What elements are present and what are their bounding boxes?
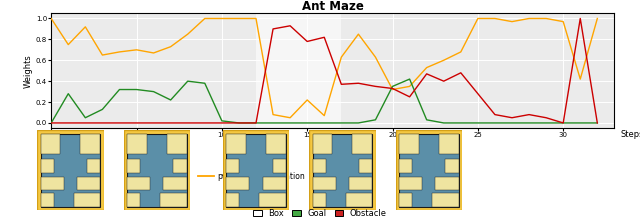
Bar [312,177,336,190]
Bar [262,177,286,190]
Bar [226,159,239,173]
Bar [312,134,332,154]
Bar [312,193,326,207]
Bar [259,193,286,207]
Bar [399,177,422,190]
Bar [226,134,246,154]
Bar [439,134,459,154]
Legend: Box, Goal, Obstacle: Box, Goal, Obstacle [250,206,390,221]
Bar [40,177,64,190]
Bar [160,193,187,207]
Bar [77,177,100,190]
Bar [399,193,412,207]
Bar [40,193,54,207]
Bar [74,193,100,207]
Bar [399,159,412,173]
Bar [399,134,419,154]
Bar [127,134,147,154]
Bar [266,134,286,154]
Bar [173,159,187,173]
Bar [312,159,326,173]
Bar [256,13,341,128]
Bar [167,134,187,154]
Bar [40,134,60,154]
Bar [359,159,372,173]
Legend: push, nevigation, avoid: push, nevigation, avoid [195,169,358,184]
Bar [349,177,372,190]
Bar [127,193,140,207]
Bar [40,159,54,173]
Bar [226,193,239,207]
Bar [127,177,150,190]
Bar [226,177,250,190]
Bar [346,193,372,207]
Bar [273,159,286,173]
Text: Steps: Steps [620,130,640,139]
Bar [353,134,372,154]
Y-axis label: Weights: Weights [24,54,33,88]
Bar [435,177,459,190]
Bar [445,159,459,173]
Bar [432,193,459,207]
Bar [81,134,100,154]
Bar [163,177,187,190]
Bar [127,159,140,173]
Bar [87,159,100,173]
Title: Ant Maze: Ant Maze [302,0,364,13]
